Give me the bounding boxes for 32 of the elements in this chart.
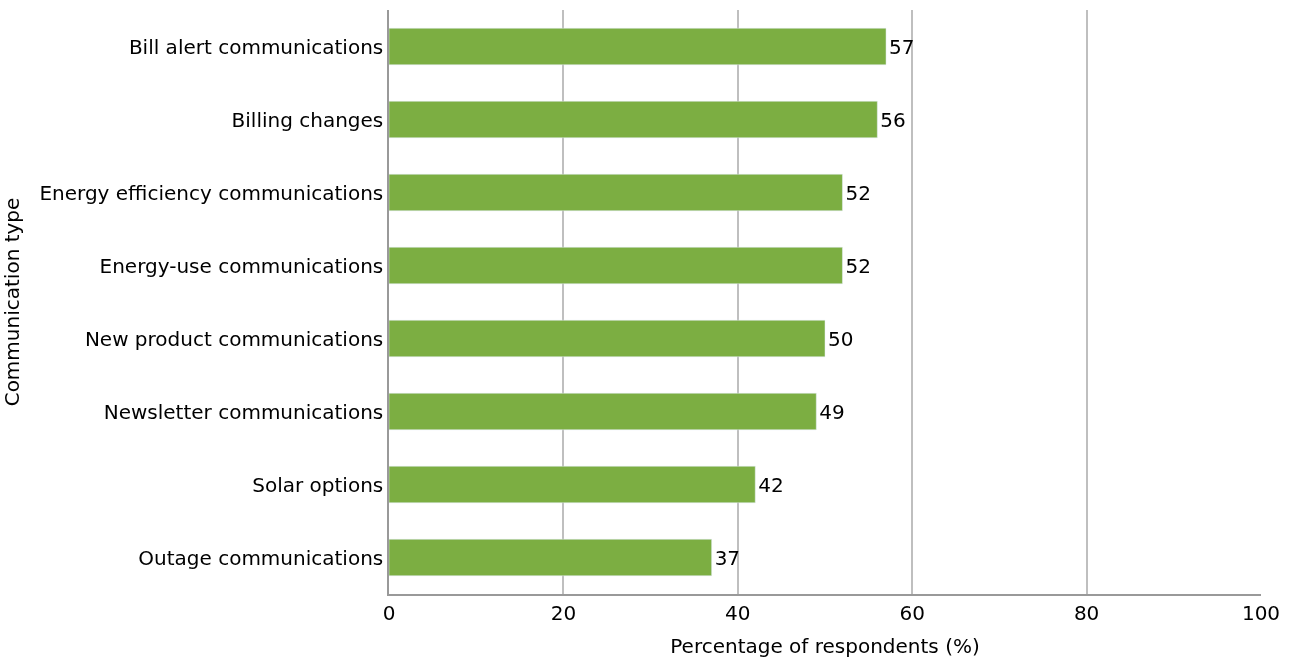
bar — [389, 393, 817, 430]
y-tick-label: Newsletter communications — [103, 399, 384, 424]
data-label: 37 — [714, 545, 741, 570]
bar — [389, 539, 712, 576]
x-tick-label: 80 — [1073, 600, 1100, 625]
y-tick-label: Energy efficiency communications — [39, 180, 384, 205]
data-label: 52 — [845, 253, 871, 278]
bar — [389, 320, 826, 357]
data-label: 56 — [880, 107, 906, 132]
bar — [389, 28, 887, 65]
x-tick-label: 100 — [1241, 600, 1281, 625]
bar — [389, 101, 878, 138]
bar — [389, 247, 843, 284]
data-label: 42 — [758, 472, 784, 497]
y-tick-label: Bill alert communications — [128, 34, 384, 59]
y-tick-label: Solar options — [252, 472, 384, 497]
x-tick-label: 20 — [550, 600, 577, 625]
y-axis-title: Communication type — [0, 197, 24, 407]
x-tick-label: 40 — [725, 600, 751, 625]
x-tick-label: 0 — [382, 600, 396, 625]
bar — [389, 174, 843, 211]
y-tick-label: New product communications — [84, 326, 384, 351]
data-label: 50 — [828, 326, 854, 351]
data-label: 57 — [889, 34, 915, 59]
bar — [389, 466, 756, 503]
x-tick-label: 60 — [899, 600, 925, 625]
y-tick-label: Outage communications — [138, 545, 384, 570]
data-label: 49 — [819, 399, 845, 424]
data-label: 52 — [845, 180, 871, 205]
y-tick-label: Energy-use communications — [99, 253, 384, 278]
y-tick-label: Billing changes — [231, 107, 384, 132]
x-axis-title: Percentage of respondents (%) — [670, 633, 980, 658]
